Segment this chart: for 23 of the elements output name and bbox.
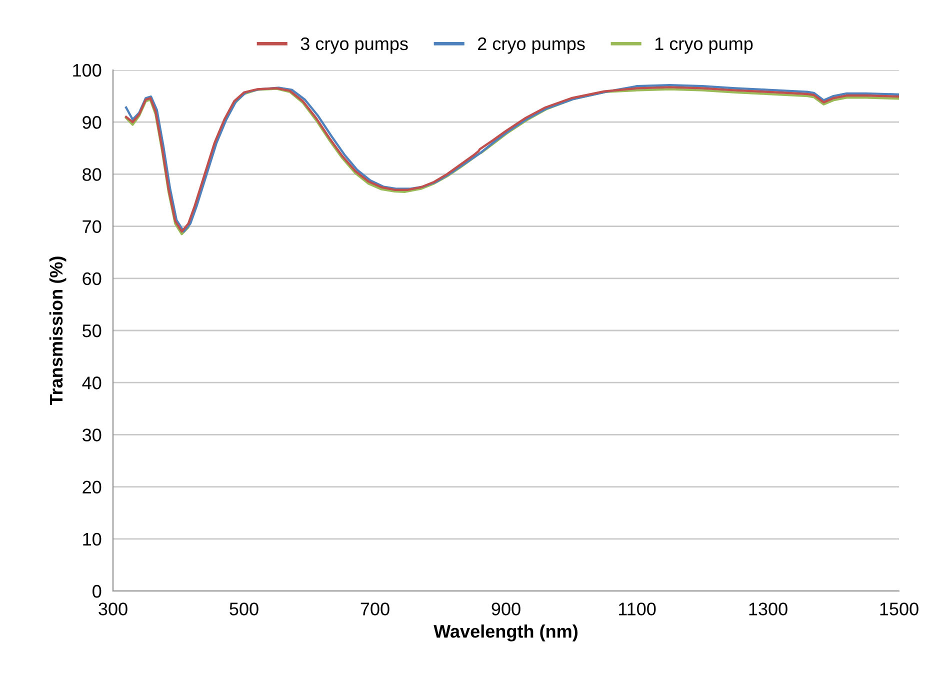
y-tick-label: 40	[82, 376, 102, 390]
legend-label: 2 cryo pumps	[478, 37, 585, 54]
x-tick-label: 300	[98, 602, 128, 616]
legend-label: 3 cryo pumps	[300, 37, 408, 54]
x-tick-label: 1500	[880, 602, 918, 616]
y-tick-label: 80	[82, 168, 102, 181]
x-axis-title: Wavelength (nm)	[434, 624, 578, 642]
y-tick-label: 100	[73, 64, 102, 77]
x-tick-label: 700	[360, 602, 390, 616]
y-tick-label: 20	[82, 480, 102, 494]
x-tick-label: 900	[492, 602, 520, 616]
y-axis-title: Transmission (%)	[49, 256, 66, 406]
y-tick-label: 50	[82, 324, 102, 338]
legend-label: 1 cryo pump	[655, 38, 753, 54]
x-tick-label: 500	[230, 602, 258, 616]
y-tick-label: 90	[82, 116, 102, 129]
y-tick-label: 30	[82, 428, 102, 442]
y-tick-label: 70	[82, 220, 102, 234]
y-tick-label: 0	[92, 584, 102, 598]
y-tick-label: 60	[82, 272, 102, 286]
x-tick-label: 1100	[618, 602, 656, 616]
x-tick-label: 1300	[749, 602, 788, 616]
y-tick-label: 10	[83, 532, 102, 546]
